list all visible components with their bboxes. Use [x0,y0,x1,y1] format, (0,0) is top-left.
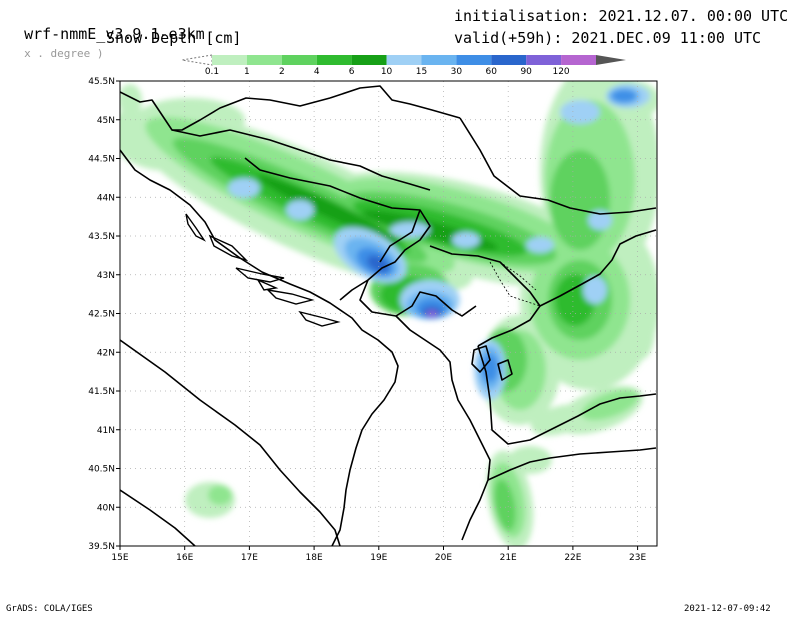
hungary-border [329,85,461,119]
snow-depth-area [390,222,430,238]
lake-prespa [497,359,513,381]
serbia-romania-border [459,117,657,215]
lon-label: 18E [306,553,323,563]
north-macedonia-border [477,345,657,445]
colorbar-bin [456,55,492,65]
lon-label: 23E [629,553,646,563]
kosovo-border [429,245,541,347]
colorbar-overflow [596,55,626,65]
lon-label: 19E [370,553,387,563]
colorbar-bin [526,55,562,65]
snow-depth-area [550,150,610,250]
colorbar-bin [316,55,352,65]
snow-depth-area [367,255,389,273]
colorbar-label: 6 [349,67,355,77]
lat-label: 40.5N [88,465,115,475]
dalmatian-islands [185,213,341,327]
italy-heel-coast [120,489,196,546]
snow-depth-area [286,200,314,220]
lat-label: 45.5N [88,77,115,87]
lat-label: 41.5N [88,387,115,397]
snow-depth-area [612,90,636,102]
snow-depth-field [120,81,657,546]
bosnia-serbia-border [379,209,421,263]
colorbar-bin [386,55,422,65]
montenegro-border [359,279,477,317]
colorbar-label: 4 [314,67,320,77]
model-name: wrf-nmmE_v3.9.1-e3km [24,25,205,43]
lon-label: 22E [564,553,581,563]
snow-depth-area [583,276,607,304]
croatia-north-border [171,129,431,191]
axis-labels: 45.5N 45N 44.5N 44N 43.5N 43N 42.5N 42N 41.5N 41N… [88,77,646,563]
snow-depth-area [588,210,612,230]
colorbar-underflow [181,54,213,66]
lat-label: 41N [97,426,115,436]
lon-label: 20E [435,553,452,563]
snow-depth-area [494,479,516,531]
colorbar-label: 1 [244,67,250,77]
snow-depth-area [257,175,403,245]
variable-title: Snow Depth [cm] [106,29,242,47]
snow-depth-area [228,178,260,198]
colorbar-label: 90 [520,67,532,77]
colorbar-label: 2 [279,67,285,77]
lat-label: 40N [97,503,115,513]
lat-label: 43N [97,271,115,281]
snow-depth-area [120,84,142,116]
colorbar-legend: 0.1 1 2 4 6 10 15 30 60 90 120 [181,54,626,77]
lat-label: 43.5N [88,232,115,242]
snow-depth-area [208,485,232,505]
lat-label: 39.5N [88,542,115,552]
lon-label: 16E [176,553,193,563]
model-title: wrf-nmmE_v3.9.1-e3km x . degree ) [6,7,205,63]
snow-depth-area [560,100,600,124]
colorbar-bin [421,55,457,65]
colorbar-label: 0.1 [205,67,219,77]
lat-label: 45N [97,116,115,126]
initialisation-time: initialisation: 2021.12.07. 00:00 UTC [454,7,789,25]
lon-label: 17E [241,553,258,563]
colorbar-label: 120 [552,67,569,77]
snow-depth-area [530,404,590,436]
valid-time: valid(+59h): 2021.DEC.09 11:00 UTC [454,29,762,47]
snow-depth-area [625,300,655,360]
lat-label: 42N [97,348,115,358]
footer-timestamp: 2021-12-07-09:42 [684,604,771,614]
snow-depth-area [526,237,554,253]
lake-ohrid [471,345,491,373]
colorbar-label: 10 [381,67,393,77]
snow-depth-area [508,446,552,474]
albania-border [395,315,491,541]
coastlines-and-borders [120,85,657,546]
resolution-note: x . degree ) [24,47,104,60]
lat-label: 44N [97,193,115,203]
colorbar-bin [561,55,596,65]
greece-border [487,447,657,481]
colorbar-label: 30 [451,67,463,77]
lon-label: 15E [111,553,128,563]
lat-label: 42.5N [88,310,115,320]
colorbar-bin [246,55,282,65]
bulgaria-border [539,229,657,307]
snow-depth-area [426,310,438,318]
colorbar-bin [491,55,527,65]
colorbar-bin [281,55,317,65]
italy-coastline [120,339,341,546]
snow-depth-area [452,232,480,248]
colorbar-bin [351,55,387,65]
footer-credit: GrADS: COLA/IGES [6,604,93,614]
colorbar-label: 15 [416,67,427,77]
adriatic-coastline [120,149,399,546]
lon-label: 21E [500,553,517,563]
colorbar-label: 60 [486,67,498,77]
istria-coast [120,91,331,131]
minor-borders [489,261,541,307]
bosnia-border [244,157,431,301]
colorbar-bin [212,55,247,65]
lat-label: 44.5N [88,155,115,165]
